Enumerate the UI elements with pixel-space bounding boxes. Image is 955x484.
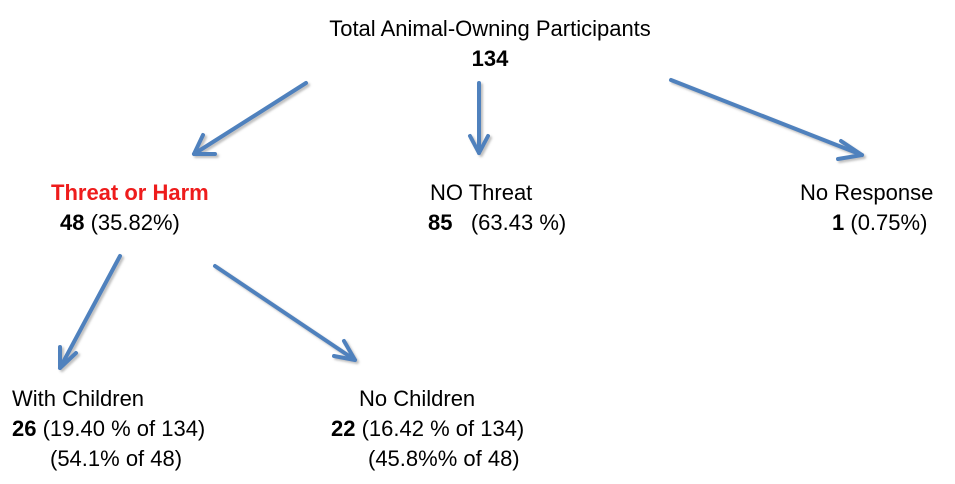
root-title: Total Animal-Owning Participants: [329, 16, 651, 41]
arrow-to-no-threat: [468, 81, 490, 155]
with-children-percent-total: (19.40 % of 134): [36, 416, 206, 441]
no-children-label: No Children: [359, 386, 476, 411]
threat-label: Threat or Harm: [51, 180, 209, 205]
no-threat-label: NO Threat: [430, 180, 533, 205]
with-children-label: With Children: [12, 386, 145, 411]
no-threat-value: 85 (63.43 %): [428, 208, 566, 238]
no-threat-percent: (63.43 %): [452, 210, 567, 235]
arrow-to-no-children: [213, 264, 357, 362]
no-response-value: 1 (0.75%): [832, 208, 933, 238]
no-response-label: No Response: [800, 180, 934, 205]
root-count: 134: [471, 46, 509, 71]
no-response-node: No Response 1 (0.75%): [800, 178, 933, 238]
no-children-percent-group: (45.8%% of 48): [368, 446, 520, 471]
no-children-value: 22 (16.42 % of 134): [331, 414, 524, 444]
arrow-to-threat: [192, 81, 308, 156]
no-threat-count: 85: [428, 210, 453, 235]
no-response-percent: (0.75%): [844, 210, 928, 235]
with-children-count: 26: [12, 416, 37, 441]
arrow-to-with-children: [58, 254, 122, 370]
no-children-count: 22: [331, 416, 356, 441]
threat-value: 48 (35.82%): [60, 208, 209, 238]
with-children-node: With Children 26 (19.40 % of 134) (54.1%…: [12, 384, 205, 474]
root-node: Total Animal-Owning Participants 134: [280, 14, 700, 74]
no-children-node: No Children 22 (16.42 % of 134) (45.8%% …: [331, 384, 524, 474]
with-children-percent-group: (54.1% of 48): [50, 446, 183, 471]
arrow-to-no-response: [669, 78, 864, 161]
no-response-count: 1: [832, 210, 845, 235]
threat-node: Threat or Harm 48 (35.82%): [30, 178, 209, 238]
threat-percent: (35.82%): [84, 210, 180, 235]
no-children-percent-total: (16.42 % of 134): [355, 416, 525, 441]
no-threat-node: NO Threat 85 (63.43 %): [428, 178, 566, 238]
with-children-value: 26 (19.40 % of 134): [12, 414, 205, 444]
threat-count: 48: [60, 210, 85, 235]
